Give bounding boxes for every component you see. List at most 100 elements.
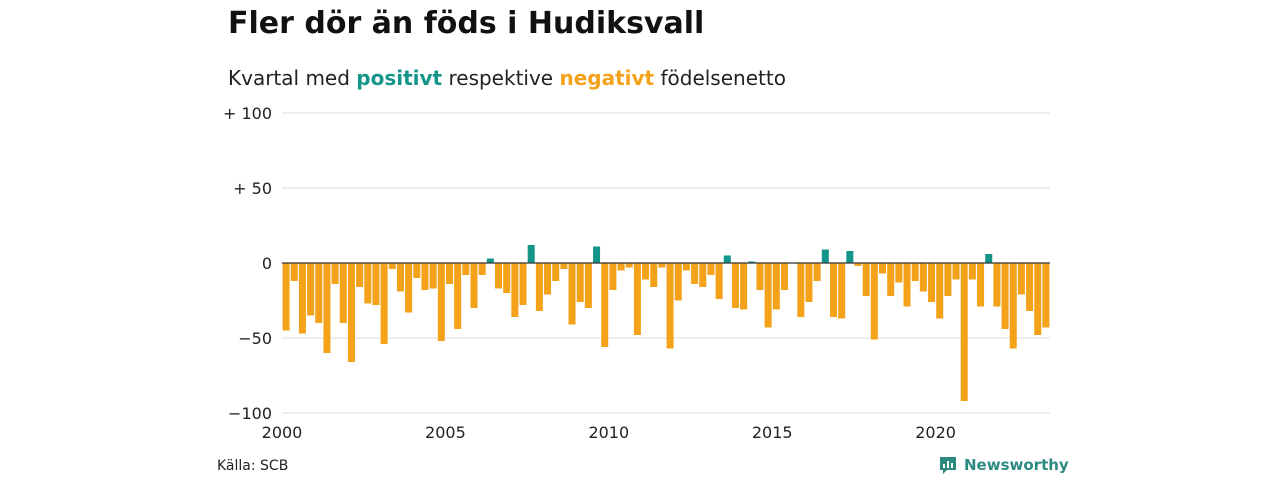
bar-positive bbox=[846, 251, 854, 263]
chart-title: Fler dör än föds i Hudiksvall bbox=[228, 6, 705, 41]
subtitle-suffix: födelsenetto bbox=[654, 66, 786, 90]
subtitle-negative-word: negativt bbox=[559, 66, 655, 90]
bar-negative bbox=[544, 263, 552, 295]
source-note: Källa: SCB bbox=[217, 458, 289, 474]
bar-negative bbox=[519, 263, 527, 305]
bar-negative bbox=[928, 263, 936, 302]
bar-negative bbox=[903, 263, 911, 307]
bar-positive bbox=[486, 258, 494, 263]
bar-negative bbox=[470, 263, 478, 308]
x-tick-label: 2020 bbox=[915, 423, 956, 442]
bar-negative bbox=[478, 263, 486, 275]
bar-negative bbox=[780, 263, 788, 290]
bar-negative bbox=[666, 263, 674, 349]
bar-negative bbox=[731, 263, 739, 308]
bar-negative bbox=[658, 263, 666, 268]
newsworthy-logo-text: Newsworthy bbox=[964, 456, 1069, 474]
bar-negative bbox=[919, 263, 927, 292]
bar-negative bbox=[429, 263, 437, 289]
bar-positive bbox=[985, 254, 993, 263]
bar-negative bbox=[1009, 263, 1017, 349]
bar-negative bbox=[625, 263, 633, 268]
x-tick-label: 2000 bbox=[262, 423, 303, 442]
bar-positive bbox=[593, 246, 601, 263]
bar-positive bbox=[527, 245, 535, 263]
bar-negative bbox=[535, 263, 543, 311]
y-tick-label: + 50 bbox=[233, 179, 272, 198]
bar-negative bbox=[290, 263, 298, 281]
bar-negative bbox=[307, 263, 315, 316]
subtitle-middle: respektive bbox=[442, 66, 560, 90]
bar-negative bbox=[339, 263, 347, 323]
bar-positive bbox=[723, 255, 731, 263]
bar-negative bbox=[715, 263, 723, 299]
bar-negative bbox=[911, 263, 919, 281]
bar-negative bbox=[315, 263, 323, 323]
subtitle-prefix: Kvartal med bbox=[228, 66, 357, 90]
newsworthy-brand: Newsworthy bbox=[938, 455, 1069, 475]
bar-negative bbox=[707, 263, 715, 275]
bar-negative bbox=[560, 263, 568, 269]
y-tick-label: + 100 bbox=[223, 104, 272, 123]
subtitle-positive-word: positivt bbox=[356, 66, 443, 90]
bar-negative bbox=[960, 263, 968, 401]
bar-negative bbox=[364, 263, 372, 304]
bar-negative bbox=[413, 263, 421, 278]
bar-negative bbox=[1042, 263, 1050, 328]
bar-negative bbox=[388, 263, 396, 269]
bar-negative bbox=[282, 263, 290, 331]
bar-positive bbox=[821, 249, 829, 263]
bar-negative bbox=[642, 263, 650, 280]
x-tick-label: 2005 bbox=[425, 423, 466, 442]
bar-negative bbox=[347, 263, 355, 362]
bar-positive bbox=[748, 261, 756, 263]
bar-negative bbox=[862, 263, 870, 296]
y-tick-label: 0 bbox=[262, 254, 272, 273]
bar-negative bbox=[691, 263, 699, 284]
bar-negative bbox=[756, 263, 764, 290]
bar-negative bbox=[331, 263, 339, 284]
bar-negative bbox=[552, 263, 560, 281]
bar-negative bbox=[650, 263, 658, 287]
bar-negative bbox=[495, 263, 503, 289]
bar-negative bbox=[503, 263, 511, 293]
bar-negative bbox=[977, 263, 985, 307]
bar-negative bbox=[462, 263, 470, 275]
y-tick-label: −50 bbox=[238, 329, 272, 348]
bar-negative bbox=[944, 263, 952, 296]
bar-negative bbox=[601, 263, 609, 347]
bar-negative bbox=[879, 263, 887, 274]
bar-negative bbox=[887, 263, 895, 296]
bar-negative bbox=[568, 263, 576, 325]
y-axis-ticks: + 100 + 50 0 −50 −100 bbox=[223, 104, 272, 423]
y-tick-label: −100 bbox=[228, 404, 272, 423]
bar-negative bbox=[854, 263, 862, 266]
grid-lines bbox=[282, 112, 1050, 414]
bar-negative bbox=[584, 263, 592, 308]
newsworthy-logo-icon bbox=[940, 457, 956, 474]
bar-negative bbox=[805, 263, 813, 302]
bar-negative bbox=[813, 263, 821, 281]
bar-negative bbox=[838, 263, 846, 319]
bar-negative bbox=[421, 263, 429, 290]
bar-negative bbox=[797, 263, 805, 317]
bar-negative bbox=[511, 263, 519, 317]
bar-negative bbox=[682, 263, 690, 271]
bar-negative bbox=[372, 263, 380, 305]
bar-negative bbox=[674, 263, 682, 301]
bar-negative bbox=[699, 263, 707, 287]
bar-negative bbox=[1017, 263, 1025, 295]
bar-negative bbox=[895, 263, 903, 283]
bar-negative bbox=[829, 263, 838, 317]
bar-negative bbox=[1026, 263, 1034, 311]
x-axis-ticks: 2000 2005 2010 2015 2020 bbox=[262, 423, 956, 442]
bar-negative bbox=[445, 263, 454, 284]
bar-negative bbox=[633, 263, 641, 335]
bar-negative bbox=[405, 263, 413, 313]
bar-negative bbox=[993, 263, 1001, 307]
bar-negative bbox=[936, 263, 944, 319]
bar-negative bbox=[772, 263, 780, 310]
bar-negative bbox=[740, 263, 748, 310]
bars bbox=[282, 245, 1050, 401]
